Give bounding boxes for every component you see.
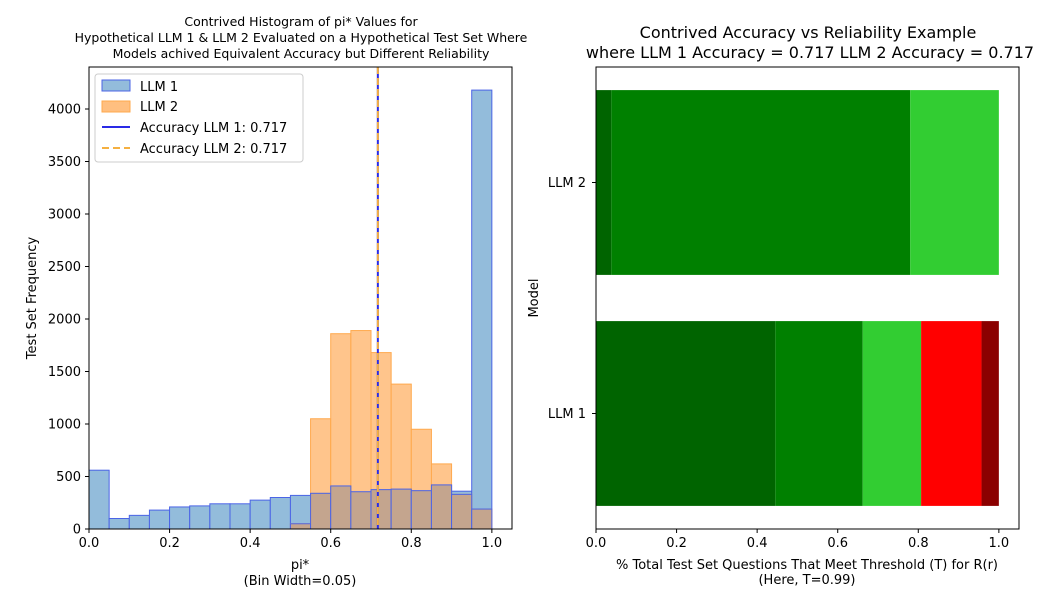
histogram-bar bbox=[128, 514, 150, 530]
histogram-bar-overlap bbox=[289, 523, 312, 530]
x-tick-label: 0.8 bbox=[401, 536, 422, 551]
reliability-title-line-2: where LLM 1 Accuracy = 0.717 LLM 2 Accur… bbox=[586, 43, 1034, 62]
reliability-x-label: % Total Test Set Questions That Meet Thr… bbox=[616, 558, 998, 573]
histogram-title: Contrived Histogram of pi* Values for Hy… bbox=[75, 14, 528, 61]
histogram-bar bbox=[229, 503, 251, 530]
histogram-x-label: pi* bbox=[291, 558, 310, 573]
reliability-bars bbox=[596, 90, 999, 506]
x-tick-label: 0.2 bbox=[666, 536, 687, 551]
histogram-bar bbox=[108, 518, 130, 530]
y-tick-label: 4000 bbox=[48, 103, 81, 118]
histogram-bar bbox=[249, 499, 271, 530]
y-tick-label: 0 bbox=[73, 523, 81, 538]
reliability-x-label-sub: (Here, T=0.99) bbox=[758, 573, 855, 588]
histogram-bar-overlap bbox=[390, 488, 412, 530]
histogram-bar-overlap bbox=[410, 490, 432, 530]
y-tick-label: 2000 bbox=[48, 313, 81, 328]
y-tick-label: 1500 bbox=[48, 365, 81, 380]
reliability-bar-segment bbox=[596, 90, 612, 275]
reliability-bar-segment bbox=[921, 321, 982, 506]
x-tick-label: 0.8 bbox=[908, 536, 929, 551]
x-tick-label: 1.0 bbox=[989, 536, 1010, 551]
histogram-x-label-sub: (Bin Width=0.05) bbox=[244, 574, 357, 589]
histogram-title-line-2: Hypothetical LLM 1 & LLM 2 Evaluated on … bbox=[75, 30, 528, 45]
histogram-bars bbox=[88, 89, 493, 530]
reliability-y-label: Model bbox=[527, 278, 542, 317]
reliability-axes-frame bbox=[595, 66, 1020, 530]
reliability-x-ticks: 0.0 0.2 0.4 0.6 0.8 1.0 bbox=[586, 529, 1010, 551]
reliability-bar-segment bbox=[596, 321, 776, 506]
histogram-bar bbox=[471, 89, 493, 530]
legend-patch-llm-2 bbox=[101, 100, 131, 113]
y-tick-label: 3500 bbox=[48, 155, 81, 170]
legend-label-accuracy-llm-2: Accuracy LLM 2: 0.717 bbox=[140, 142, 287, 157]
histogram-title-line-3: Models achived Equivalent Accuracy but D… bbox=[113, 46, 490, 61]
histogram-bar bbox=[209, 503, 231, 530]
x-tick-label: 1.0 bbox=[482, 536, 503, 551]
y-tick-label: 3000 bbox=[48, 208, 81, 223]
histogram-bar-overlap bbox=[350, 491, 372, 530]
histogram-bar-overlap bbox=[471, 508, 493, 530]
histogram-bar-overlap bbox=[430, 484, 453, 530]
histogram-bar-overlap bbox=[310, 492, 332, 530]
histogram-axes-frame bbox=[88, 66, 513, 530]
x-tick-label: 0.4 bbox=[240, 536, 261, 551]
reliability-bar-segment bbox=[862, 321, 922, 506]
histogram-bar bbox=[169, 506, 191, 530]
histogram-bar-overlap bbox=[330, 485, 352, 530]
histogram-bar bbox=[189, 505, 211, 530]
histogram-chart: Contrived Histogram of pi* Values for Hy… bbox=[25, 14, 528, 589]
x-tick-label: 0.4 bbox=[747, 536, 768, 551]
reliability-chart: Contrived Accuracy vs Reliability Exampl… bbox=[527, 23, 1034, 588]
y-tick-label: 1000 bbox=[48, 418, 81, 433]
reliability-title-line-1: Contrived Accuracy vs Reliability Exampl… bbox=[640, 23, 977, 42]
y-tick-label: LLM 2 bbox=[548, 176, 586, 191]
x-tick-label: 0.0 bbox=[586, 536, 607, 551]
x-tick-label: 0.6 bbox=[827, 536, 848, 551]
reliability-bar-segment bbox=[775, 321, 863, 506]
reliability-bar-segment bbox=[611, 90, 911, 275]
x-tick-label: 0.6 bbox=[320, 536, 341, 551]
y-tick-label: 2500 bbox=[48, 260, 81, 275]
histogram-bar bbox=[88, 469, 110, 530]
legend-frame bbox=[94, 73, 304, 163]
histogram-bar bbox=[148, 509, 171, 530]
y-tick-label: 500 bbox=[56, 470, 81, 485]
x-tick-label: 0.0 bbox=[79, 536, 100, 551]
legend-label-llm-1: LLM 1 bbox=[140, 80, 178, 95]
histogram-bar-overlap bbox=[451, 493, 473, 530]
reliability-bar-segment bbox=[981, 321, 999, 506]
legend-patch-llm-1 bbox=[101, 79, 131, 92]
histogram-x-ticks: 0.0 0.2 0.4 0.6 0.8 1.0 bbox=[79, 529, 503, 551]
legend-label-llm-2: LLM 2 bbox=[140, 100, 178, 115]
legend-label-accuracy-llm-1: Accuracy LLM 1: 0.717 bbox=[140, 121, 287, 136]
histogram-legend: LLM 1 LLM 2 Accuracy LLM 1: 0.717 Accura… bbox=[94, 73, 304, 163]
histogram-bar bbox=[269, 497, 291, 530]
reliability-y-ticks: LLM 1 LLM 2 bbox=[548, 176, 596, 422]
x-tick-label: 0.2 bbox=[159, 536, 180, 551]
histogram-title-line-1: Contrived Histogram of pi* Values for bbox=[184, 14, 418, 29]
histogram-y-label: Test Set Frequency bbox=[25, 237, 40, 361]
reliability-bar-segment bbox=[910, 90, 999, 275]
histogram-bar-overlap bbox=[370, 489, 392, 530]
y-tick-label: LLM 1 bbox=[548, 407, 586, 422]
histogram-y-ticks: 0 500 1000 1500 2000 2500 3000 3500 4000 bbox=[48, 103, 89, 538]
